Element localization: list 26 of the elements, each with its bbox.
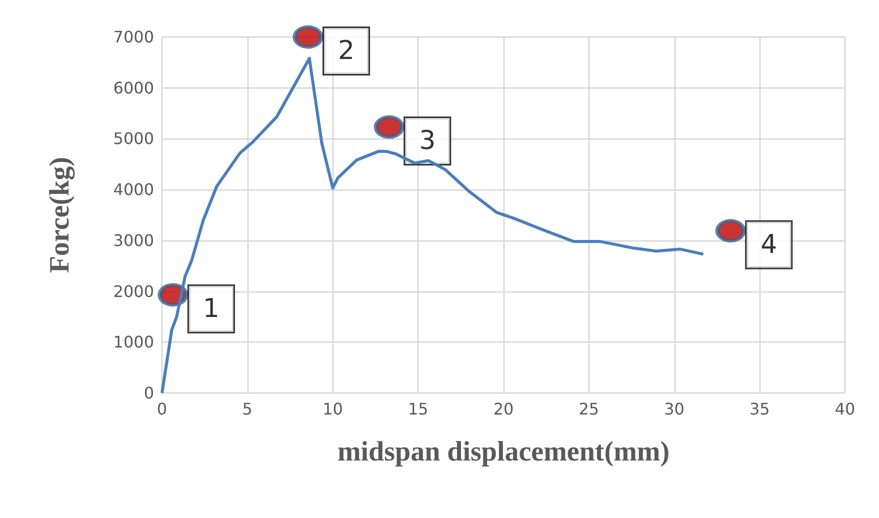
x-tick-label: 25	[578, 400, 600, 418]
x-axis-title: midspan displacement(mm)	[337, 436, 670, 468]
annotation: 1	[202, 294, 220, 324]
y-tick-label: 5000	[113, 129, 154, 148]
annotation: 2	[338, 36, 355, 66]
y-tick-label: 6000	[113, 78, 154, 98]
x-tick-label: 0	[156, 400, 168, 418]
annotation: 4	[760, 230, 778, 260]
y-tick-label: 1000	[113, 332, 154, 352]
x-tick-label: 5	[242, 400, 252, 418]
y-tick-label: 4000	[113, 180, 154, 200]
point	[293, 25, 323, 49]
x-tick-label: 15	[408, 400, 428, 418]
annotation: 3	[419, 126, 436, 156]
point	[374, 115, 404, 140]
y-tick-label: 2000	[113, 282, 154, 301]
x-tick-label: 40	[834, 400, 856, 418]
x-tick-label: 30	[664, 400, 684, 418]
y-tick-label: 0	[144, 384, 154, 402]
x-tick-label: 10	[322, 400, 343, 418]
point	[716, 218, 746, 243]
y-axis-title: Force(kg)	[44, 156, 76, 274]
x-tick-label: 20	[493, 400, 514, 418]
y-tick-label: 7000	[113, 28, 154, 46]
y-tick-label: 3000	[113, 230, 154, 250]
x-tick-label: 35	[749, 400, 770, 418]
